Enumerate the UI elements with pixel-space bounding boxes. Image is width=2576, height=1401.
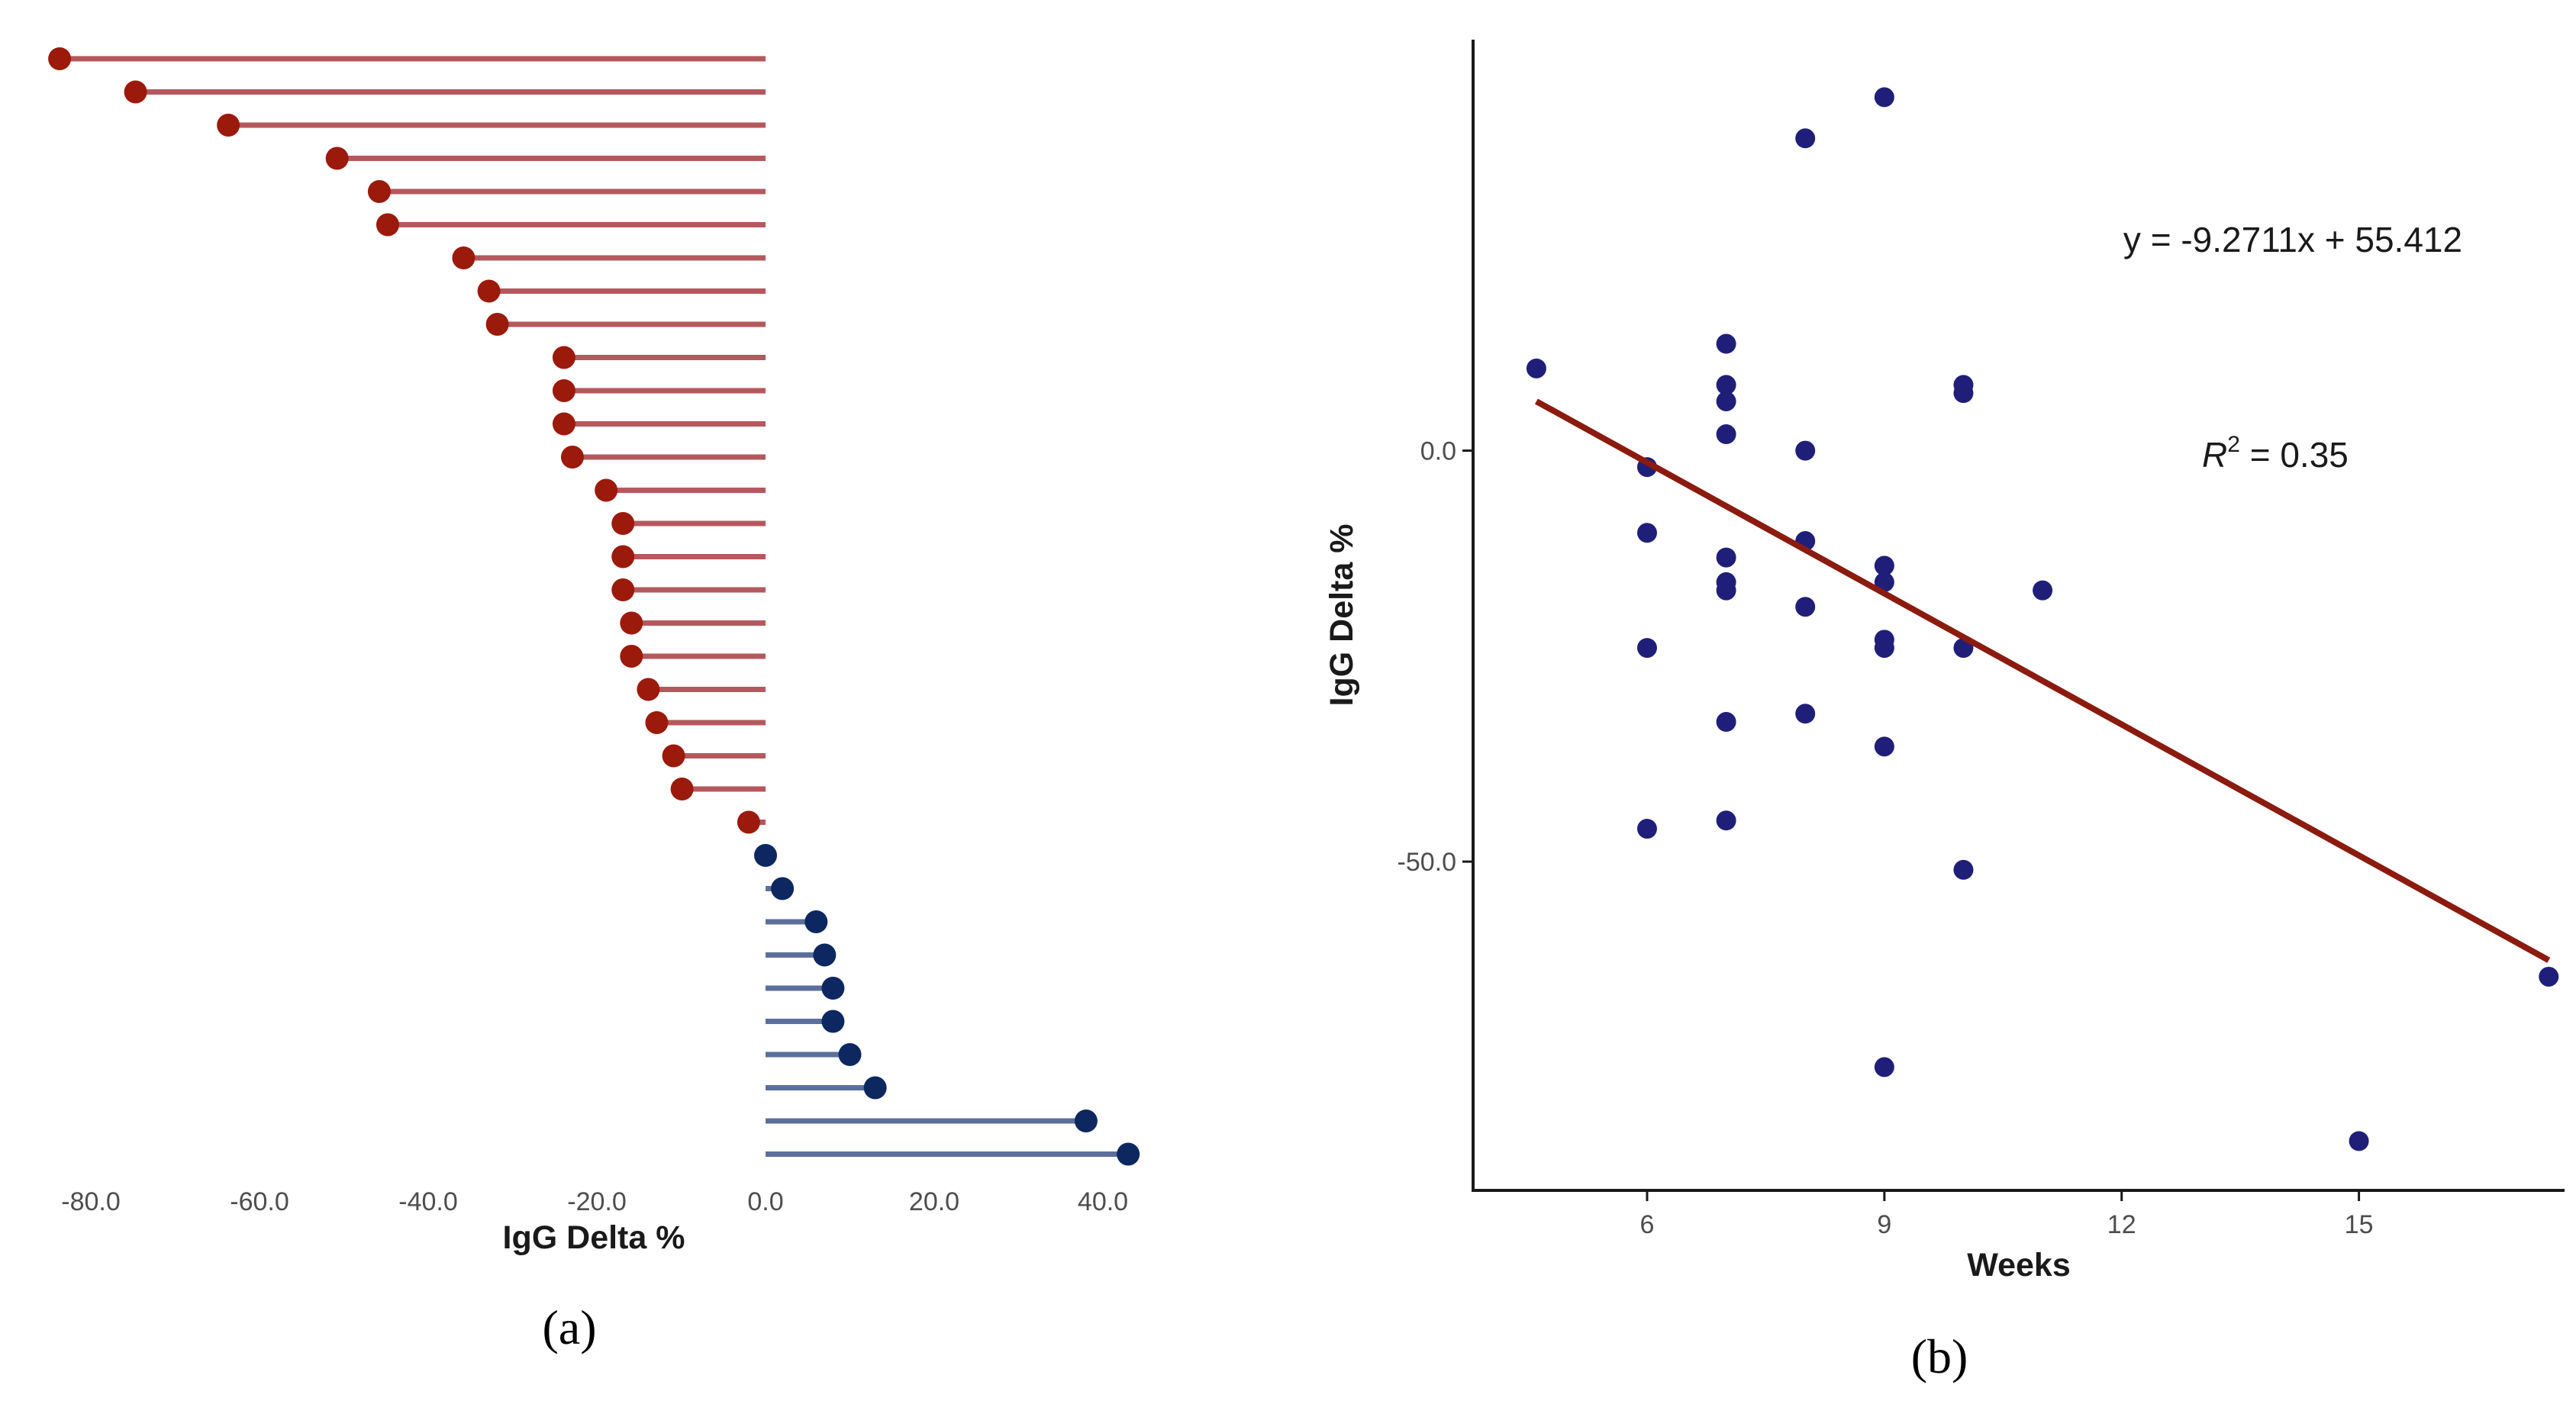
x-tick-label: 12 — [2107, 1210, 2136, 1239]
scatter-point — [1636, 523, 1657, 543]
lollipop-dot — [325, 147, 349, 170]
y-tick-label: 0.0 — [1420, 437, 1456, 466]
scatter-point — [1716, 333, 1736, 354]
lollipop-chart: -80.0 -60.0 -40.0 -20.0 0.0 20.0 40.0 IgG Delt… — [48, 47, 1140, 1256]
lollipop-dot — [620, 611, 643, 635]
lollipop-dot — [838, 1043, 862, 1066]
scatter-point — [1636, 819, 1657, 839]
lollipop-dot — [552, 412, 575, 436]
x-tick-label: -40.0 — [398, 1187, 458, 1216]
lollipop-dot — [863, 1076, 887, 1100]
lollipop-dot — [1074, 1110, 1098, 1132]
lollipop-dot — [376, 213, 399, 237]
x-tick-label: 0.0 — [747, 1187, 783, 1216]
x-tick-label: -20.0 — [567, 1187, 627, 1216]
lollipop-dot — [1117, 1142, 1140, 1166]
scatter-point — [1716, 424, 1736, 445]
scatter-point — [2033, 580, 2053, 601]
lollipop-dot — [124, 80, 147, 104]
x-tick-label: 40.0 — [1078, 1187, 1128, 1216]
x-axis-ticks: 6 9 12 15 — [1640, 1190, 2374, 1239]
scatter-point — [1716, 712, 1736, 733]
lollipop-dot — [645, 711, 669, 734]
lollipop-dot — [611, 545, 635, 568]
lollipop-dot — [670, 778, 694, 800]
x-axis-tick-labels: -80.0 -60.0 -40.0 -20.0 0.0 20.0 40.0 — [61, 1187, 1128, 1216]
scatter-point — [1795, 597, 1816, 617]
r-squared-exponent: 2 — [2227, 432, 2240, 457]
lollipop-dot — [821, 977, 845, 1000]
r-squared-value: = 0.35 — [2240, 435, 2349, 475]
scatter-point — [1795, 704, 1816, 724]
scatter-point — [1874, 556, 1894, 576]
scatter-point — [1874, 736, 1894, 757]
lollipop-dot — [48, 47, 72, 70]
lollipop-dot — [552, 346, 575, 369]
scatter-point — [1716, 547, 1736, 568]
lollipop-dot — [611, 512, 635, 535]
scatter-point — [1526, 358, 1546, 378]
lollipop-dot — [452, 246, 476, 269]
x-tick-label: 15 — [2345, 1210, 2374, 1239]
scatter-point — [1874, 1057, 1894, 1077]
x-axis-title: IgG Delta % — [503, 1219, 685, 1256]
y-axis-ticks: 0.0 -50.0 — [1398, 437, 1473, 877]
scatter-chart: 6 9 12 15 0.0 -50.0 Weeks IgG Delta % y = -9… — [1323, 40, 2565, 1283]
x-tick-label: 20.0 — [909, 1187, 959, 1216]
lollipop-dot — [804, 910, 828, 933]
lollipop-dot — [821, 1010, 845, 1033]
scatter-point — [1953, 859, 1974, 880]
scatter-point — [2349, 1131, 2369, 1151]
scatter-point — [1716, 375, 1736, 395]
scatter-point — [1795, 128, 1816, 149]
r-squared-label: R2 = 0.35 — [2202, 432, 2349, 475]
regression-line — [1534, 398, 2551, 963]
lollipop-dot — [485, 313, 509, 336]
lollipop-dot — [477, 279, 501, 303]
lollipop-dot — [595, 478, 618, 502]
lollipop-dot — [217, 114, 240, 137]
x-tick-label: -60.0 — [230, 1187, 289, 1216]
lollipop-dot — [611, 578, 635, 601]
scatter-point — [1636, 638, 1657, 659]
panel-a-label: (a) — [542, 1300, 596, 1354]
lollipop-dot — [637, 678, 660, 701]
x-tick-label: -80.0 — [61, 1187, 121, 1216]
scatter-point — [1874, 572, 1894, 592]
y-tick-label: -50.0 — [1398, 848, 1457, 877]
lollipop-dots — [48, 47, 1140, 1166]
lollipop-dot — [813, 943, 837, 967]
lollipop-dot — [662, 744, 685, 768]
lollipop-dot — [367, 180, 391, 203]
lollipop-dot — [754, 844, 777, 867]
scatter-point — [2539, 966, 2559, 987]
lollipop-dot — [771, 877, 795, 900]
scatter-points — [1526, 87, 2559, 1151]
scatter-point — [1716, 391, 1736, 411]
panel-b-label: (b) — [1911, 1329, 1968, 1383]
lollipop-dot — [620, 645, 643, 668]
r-squared-symbol: R — [2202, 435, 2227, 475]
regression-equation: y = -9.2711x + 55.412 — [2123, 220, 2462, 259]
y-axis-title: IgG Delta % — [1323, 524, 1360, 707]
scatter-point — [1716, 580, 1736, 601]
scatter-point — [1874, 87, 1894, 108]
lollipop-stems — [60, 56, 1129, 1157]
scatter-point — [1874, 638, 1894, 659]
lollipop-dot — [552, 379, 575, 402]
x-tick-label: 6 — [1640, 1210, 1655, 1239]
scatter-point — [1953, 383, 1974, 404]
x-tick-label: 9 — [1877, 1210, 1891, 1239]
lollipop-dot — [560, 446, 584, 469]
x-axis-title: Weeks — [1967, 1247, 2070, 1283]
scatter-point — [1716, 810, 1736, 831]
scatter-point — [1795, 440, 1816, 461]
lollipop-dot — [737, 810, 760, 834]
